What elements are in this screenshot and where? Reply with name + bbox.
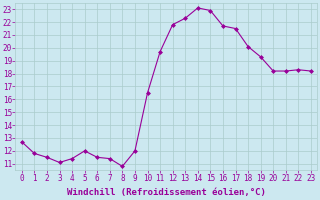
X-axis label: Windchill (Refroidissement éolien,°C): Windchill (Refroidissement éolien,°C) [67, 188, 266, 197]
